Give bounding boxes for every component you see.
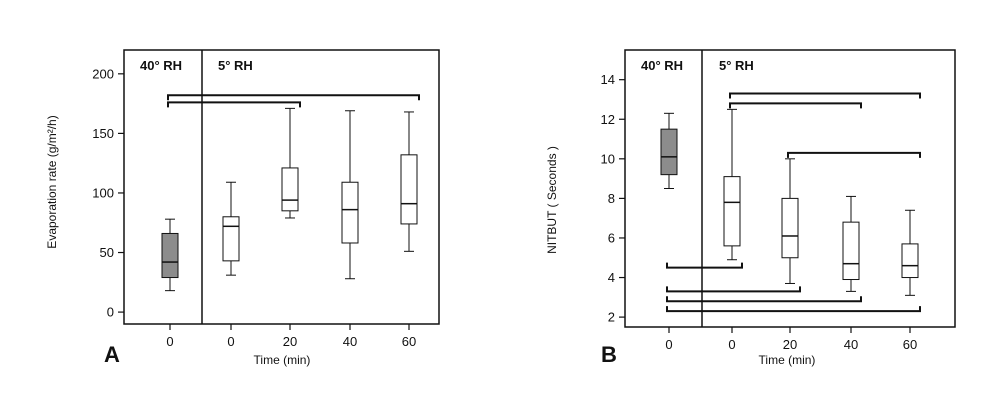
significance-bracket [666,262,743,269]
y-tick-label: 10 [601,151,615,166]
box-iqr [842,221,860,281]
x-tick-label: 0 [166,334,173,349]
box-iqr [341,181,359,244]
box-plot [781,158,799,284]
x-axis-label-b: Time (min) [759,353,816,367]
box-iqr [222,216,240,262]
region-label-5rh-a: 5° RH [218,58,253,73]
y-tick-label: 6 [608,230,615,245]
panel-b: 40° RH 5° RH NITBUT ( Seconds ) Time (mi… [545,49,956,367]
box-iqr [723,176,741,247]
y-tick-label: 2 [608,310,615,325]
y-tick-label: 50 [100,245,114,260]
panel-letter-a: A [104,342,120,367]
box-plot [660,112,678,189]
y-axis-label-a: Evaporation rate (g/m²/h) [45,115,59,248]
box-iqr [400,154,418,225]
y-tick-label: 12 [601,112,615,127]
significance-bracket [167,94,420,101]
x-tick-label: 0 [728,337,735,352]
significance-bracket [167,101,301,108]
y-tick-label: 200 [92,66,114,81]
x-tick-label: 0 [227,334,234,349]
box-iqr [281,167,299,212]
y-tick-label: 4 [608,270,615,285]
box-plot [281,107,299,219]
box-plot [842,195,860,292]
box-plot [723,108,741,261]
box-plot [400,111,418,252]
x-tick-label: 60 [903,337,917,352]
region-label-40rh-a: 40° RH [140,58,182,73]
x-tick-label: 20 [283,334,297,349]
region-label-40rh-b: 40° RH [641,58,683,73]
box-plot [901,209,919,296]
y-axis-label-b: NITBUT ( Seconds ) [545,146,559,254]
y-tick-label: 14 [601,72,615,87]
region-label-5rh-b: 5° RH [719,58,754,73]
box-plot [341,110,359,280]
y-tick-label: 150 [92,126,114,141]
box-plot [222,181,240,276]
x-axis-label-a: Time (min) [254,353,311,367]
box-plot [161,218,179,292]
box-iqr [660,128,678,176]
significance-bracket [666,286,801,293]
significance-bracket [729,102,862,109]
plot-frame-a [123,49,440,325]
x-tick-label: 20 [783,337,797,352]
x-tick-label: 40 [844,337,858,352]
panel-letter-b: B [601,342,617,367]
significance-bracket [666,306,921,313]
box-iqr [781,197,799,259]
x-tick-label: 40 [343,334,357,349]
y-tick-label: 0 [107,305,114,320]
box-iqr [901,243,919,279]
box-iqr [161,232,179,279]
y-tick-label: 8 [608,191,615,206]
significance-bracket [729,92,921,99]
x-tick-label: 60 [402,334,416,349]
significance-bracket [666,296,862,303]
significance-bracket [787,151,921,158]
panel-a: 40° RH 5° RH Evaporation rate (g/m²/h) T… [45,49,440,367]
y-tick-label: 100 [92,185,114,200]
x-tick-label: 0 [665,337,672,352]
